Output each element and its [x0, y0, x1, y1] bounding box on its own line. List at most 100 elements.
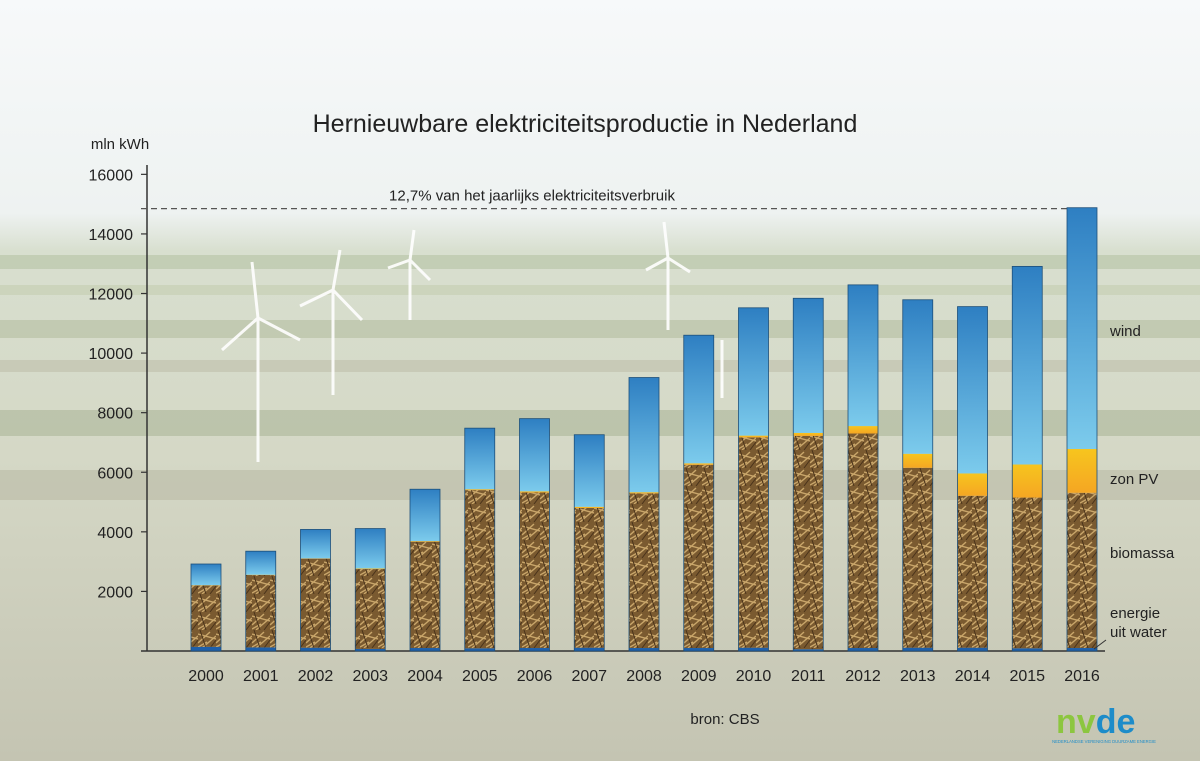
bar-segment-zon-pv [629, 492, 659, 494]
bar-outline [519, 418, 550, 652]
bar-segment-biomassa [355, 569, 386, 649]
bar-segment-biomassa [574, 508, 605, 648]
bar-outline [354, 528, 386, 652]
y-tick-label: 4000 [97, 525, 133, 542]
y-tick-label: 10000 [89, 346, 134, 363]
bar-segment-energie-uit-water [1012, 648, 1043, 651]
bar-segment-zon-pv [410, 541, 440, 542]
y-tick-label: 12000 [89, 287, 134, 304]
bar-segment-wind [245, 551, 276, 575]
bar-segment-energie-uit-water [300, 647, 331, 651]
bar-segment-energie-uit-water [957, 647, 988, 651]
x-tick-label: 2008 [626, 668, 662, 685]
bar-segment-energie-uit-water [793, 649, 824, 651]
bar-segment-energie-uit-water [848, 648, 878, 651]
bar-segment-energie-uit-water [410, 648, 440, 651]
bar-outline [957, 306, 988, 652]
bar-segment-zon-pv [355, 568, 386, 570]
bar-outline [683, 334, 715, 652]
bar-outline [245, 550, 277, 652]
bar-outline [1066, 207, 1098, 652]
bar-segment-wind [683, 335, 714, 464]
bar-segment-biomassa [629, 493, 659, 649]
bar-segment-energie-uit-water [738, 647, 769, 651]
bar-segment-wind [355, 528, 386, 569]
bar-segment-zon-pv [793, 432, 824, 436]
legend-wind: wind [1109, 323, 1141, 340]
source-note: bron: CBS [690, 711, 759, 728]
bar-outline [847, 284, 879, 652]
bar-segment-wind [519, 418, 550, 492]
bar-segment-wind [793, 298, 824, 433]
bar-segment-wind [957, 306, 988, 474]
x-tick-label: 2003 [352, 668, 388, 685]
bar-segment-wind [300, 529, 331, 559]
x-tick-label: 2005 [462, 668, 498, 685]
reference-line-label: 12,7% van het jaarlijks elektriciteitsve… [389, 188, 675, 205]
bar-segment-biomassa [738, 437, 769, 648]
x-tick-label: 2009 [681, 668, 717, 685]
bar-segment-wind [738, 307, 769, 436]
bar-outline [792, 297, 824, 652]
bar-segment-wind [410, 489, 440, 542]
bar-segment-zon-pv [574, 506, 605, 509]
bar-segment-energie-uit-water [1067, 648, 1097, 651]
x-tick-label: 2006 [517, 668, 553, 685]
bar-outline [573, 434, 605, 652]
bar-segment-biomassa [464, 490, 495, 649]
bar-segment-biomassa [410, 541, 440, 649]
bar-segment-zon-pv [519, 491, 550, 493]
bar-outline [190, 563, 222, 652]
x-tick-label: 2012 [845, 668, 881, 685]
y-tick-label: 6000 [97, 465, 133, 482]
bar-segment-zon-pv [1012, 464, 1043, 498]
bar-segment-biomassa [683, 464, 714, 649]
bar-segment-wind [902, 299, 933, 454]
bar-segment-wind [629, 377, 659, 493]
bar-segment-wind [1067, 207, 1097, 450]
x-tick-label: 2000 [188, 668, 224, 685]
nvde-logo-subtitle: NEDERLANDSE VERENIGING DUURZAME ENERGIE [1052, 739, 1156, 744]
x-tick-label: 2007 [571, 668, 607, 685]
bar-outline [628, 377, 660, 652]
x-tick-label: 2004 [407, 668, 443, 685]
y-tick-label: 14000 [89, 227, 134, 244]
bar-segment-biomassa [793, 435, 824, 650]
bar-segment-wind [191, 564, 221, 586]
bar-outline [902, 299, 934, 652]
bar-segment-biomassa [848, 433, 878, 649]
bar-segment-zon-pv [848, 426, 878, 434]
bar-segment-zon-pv [464, 489, 495, 491]
bar-segment-zon-pv [902, 453, 933, 468]
legend-water-line1: energie [1110, 605, 1160, 622]
bar-segment-energie-uit-water [245, 647, 276, 651]
y-tick-label: 8000 [97, 406, 133, 423]
x-tick-label: 2010 [736, 668, 772, 685]
bar-segment-energie-uit-water [191, 646, 221, 651]
bar-segment-biomassa [191, 585, 221, 647]
bar-segment-wind [848, 284, 878, 427]
bar-segment-zon-pv [738, 435, 769, 438]
bar-segment-zon-pv [1067, 449, 1097, 493]
x-tick-label: 2013 [900, 668, 936, 685]
legend-water-line2: uit water [1110, 624, 1167, 641]
x-tick-label: 2016 [1064, 668, 1100, 685]
bar-segment-energie-uit-water [629, 648, 659, 651]
bar-segment-wind [1012, 266, 1043, 465]
wind-turbine-icon [221, 221, 724, 462]
bar-segment-energie-uit-water [355, 648, 386, 651]
legend-biomassa: biomassa [1110, 545, 1175, 562]
bar-segment-energie-uit-water [519, 648, 550, 651]
legend-water-pointer [1093, 639, 1107, 650]
bar-segment-biomassa [300, 558, 331, 648]
bar-segment-energie-uit-water [902, 647, 933, 651]
bar-outline [409, 488, 441, 652]
bar-segment-biomassa [1067, 492, 1097, 649]
bar-segment-wind [464, 428, 495, 490]
y-tick-label: 16000 [89, 167, 134, 184]
x-tick-label: 2002 [298, 668, 334, 685]
bar-segment-biomassa [902, 467, 933, 648]
x-tick-label: 2011 [791, 668, 826, 685]
x-tick-label: 2001 [243, 668, 279, 685]
